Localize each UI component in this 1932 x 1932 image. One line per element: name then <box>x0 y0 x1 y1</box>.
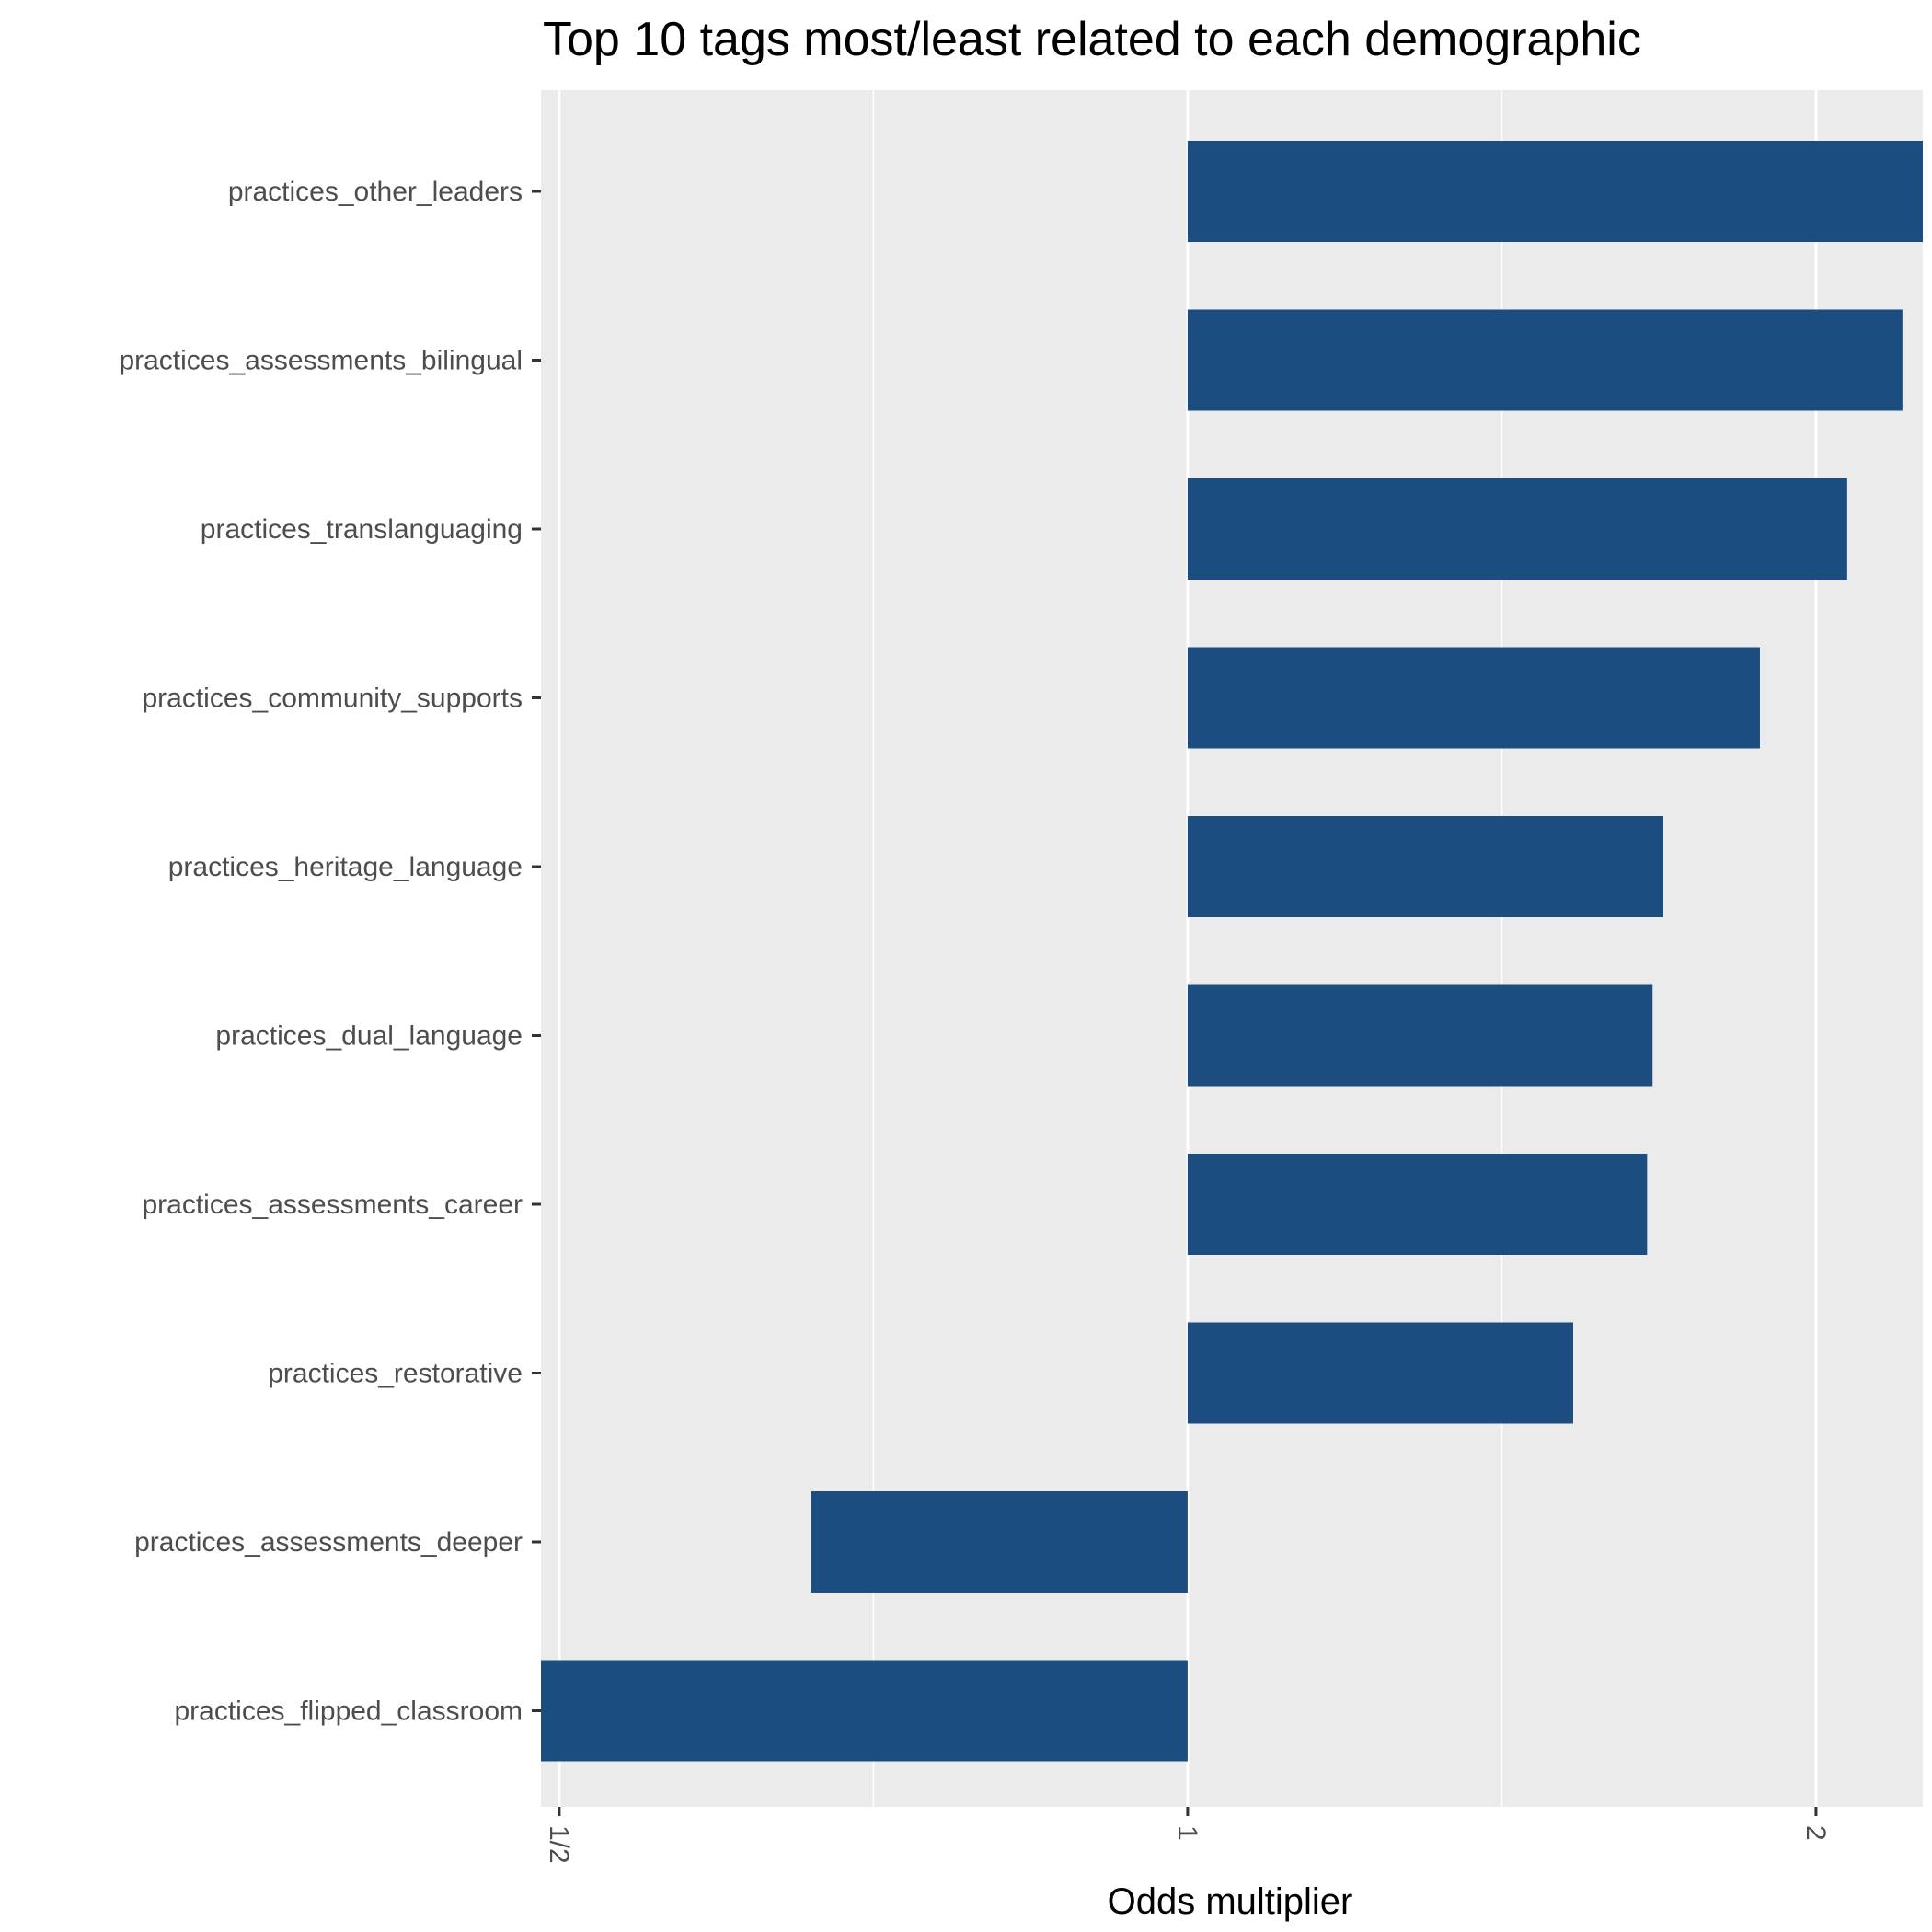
bar <box>1187 141 1923 242</box>
x-tick-label: 2 <box>1800 1825 1831 1841</box>
bar <box>541 1660 1188 1762</box>
bar <box>1187 984 1653 1087</box>
bar <box>1187 1322 1573 1424</box>
bar <box>1187 816 1663 917</box>
y-tick-label: practices_translanguaging <box>201 514 523 545</box>
chart-title: Top 10 tags most/least related to each d… <box>543 13 1641 66</box>
y-tick-label: practices_community_supports <box>142 684 523 714</box>
x-tick-label: 1 <box>1172 1825 1202 1841</box>
bar <box>1187 478 1847 580</box>
x-axis: 1/2 1 2 <box>544 1807 1831 1864</box>
y-axis: practices_other_leaders practices_assessm… <box>119 177 541 1727</box>
y-tick-label: practices_heritage_language <box>168 852 523 882</box>
bar <box>1187 647 1760 749</box>
bar <box>1187 1154 1648 1255</box>
x-axis-label: Odds multiplier <box>1108 1881 1353 1922</box>
bar <box>1187 309 1903 411</box>
y-tick-label: practices_dual_language <box>215 1021 523 1052</box>
y-tick-label: practices_assessments_career <box>142 1190 523 1220</box>
y-tick-label: practices_flipped_classroom <box>174 1696 523 1727</box>
y-tick-label: practices_restorative <box>268 1359 523 1389</box>
y-tick-label: practices_assessments_deeper <box>134 1527 523 1558</box>
bar <box>811 1491 1188 1593</box>
y-tick-label: practices_other_leaders <box>228 177 523 207</box>
x-tick-label: 1/2 <box>544 1825 574 1864</box>
y-tick-label: practices_assessments_bilingual <box>119 346 523 376</box>
bars <box>541 141 1923 1762</box>
